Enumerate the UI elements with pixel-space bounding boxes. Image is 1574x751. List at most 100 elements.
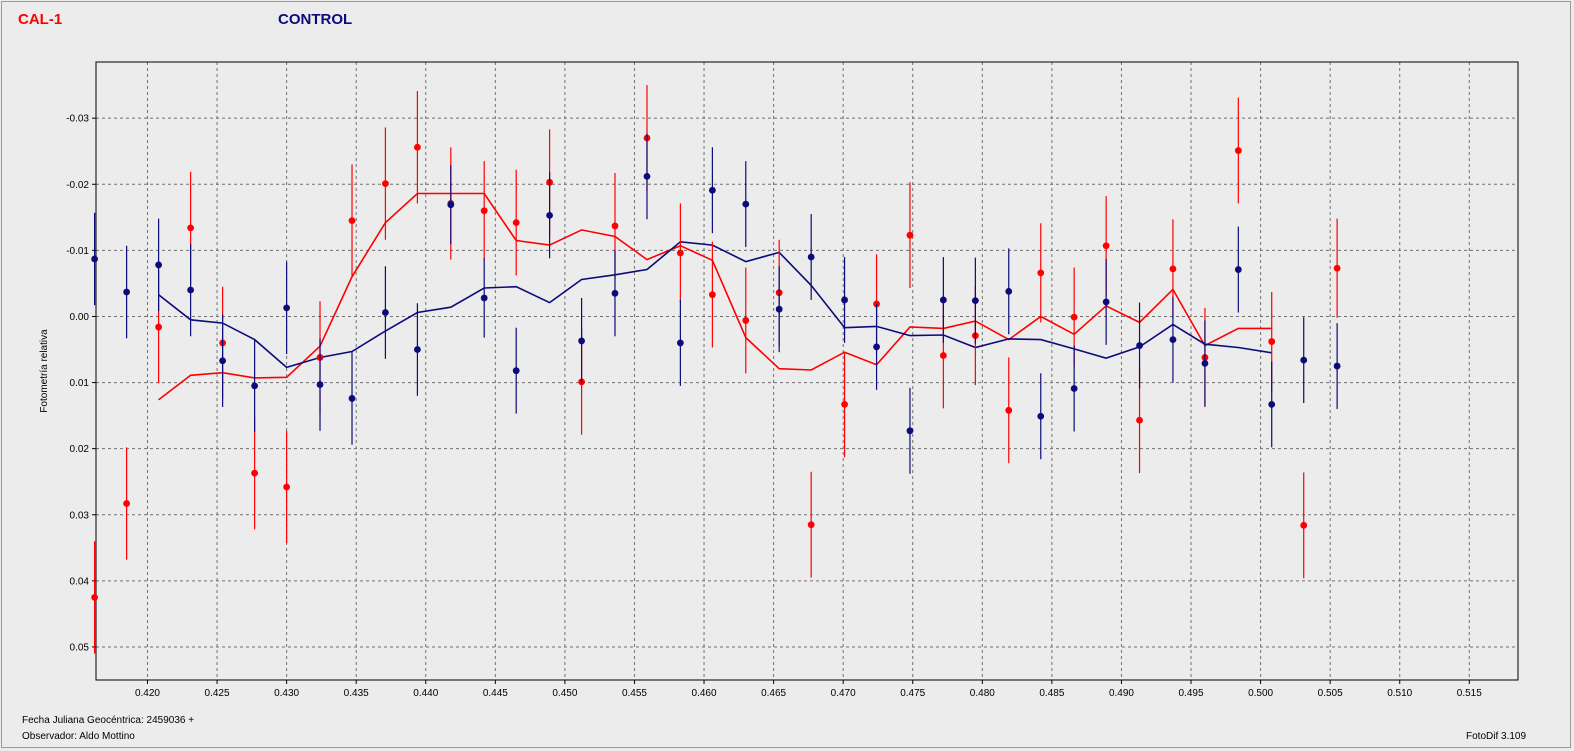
control-data-point <box>480 294 488 302</box>
cal-data-point <box>382 180 389 188</box>
cal-data-point <box>91 593 99 601</box>
control-data-point <box>1070 385 1078 392</box>
control-data-point <box>348 395 356 402</box>
y-tick-label: 0.04 <box>70 576 90 587</box>
y-tick-label: 0.00 <box>70 312 90 323</box>
legend-control-label: CONTROL <box>278 11 353 28</box>
control-data-point <box>1333 362 1341 370</box>
x-tick-label: 0.425 <box>205 688 230 699</box>
x-tick-label: 0.475 <box>900 688 925 699</box>
control-data-point <box>155 261 163 269</box>
cal-data-point <box>1136 416 1143 424</box>
cal-data-point <box>906 231 914 239</box>
control-data-point <box>1005 287 1013 295</box>
control-data-point <box>841 296 848 304</box>
control-data-point <box>1268 400 1276 408</box>
cal-data-point <box>480 207 488 215</box>
x-tick-label: 0.450 <box>552 688 577 699</box>
control-data-point <box>546 211 553 219</box>
plot-area-border <box>95 61 1519 681</box>
cal-data-point <box>1333 264 1341 272</box>
control-data-point <box>643 172 651 180</box>
footer-observer-label: Observador: Aldo Mottino <box>22 731 135 742</box>
y-tick-label: -0.03 <box>66 114 89 125</box>
x-tick-label: 0.460 <box>692 688 717 699</box>
cal-data-point <box>676 249 684 257</box>
y-tick-label: 0.01 <box>70 378 90 389</box>
cal-trend-line <box>158 192 1272 401</box>
cal-data-point <box>841 400 848 408</box>
cal-data-point <box>1037 269 1045 277</box>
control-data-point <box>219 357 227 365</box>
grid-lines <box>96 62 1518 680</box>
control-data-point <box>676 339 684 347</box>
x-tick-label: 0.500 <box>1248 688 1273 699</box>
x-tick-label: 0.510 <box>1387 688 1412 699</box>
x-tick-label: 0.445 <box>483 688 508 699</box>
control-data-point <box>775 305 783 313</box>
x-tick-label: 0.490 <box>1109 688 1134 699</box>
control-data-point <box>91 255 99 263</box>
cal-data-point <box>939 352 947 359</box>
cal-data-point <box>251 469 259 477</box>
control-data-point <box>939 296 947 304</box>
x-tick-label: 0.455 <box>622 688 647 699</box>
x-tick-label: 0.505 <box>1318 688 1343 699</box>
footer-date-label: Fecha Juliana Geocéntrica: 2459036 + <box>22 715 195 726</box>
control-data-point <box>414 346 421 353</box>
y-tick-label: 0.03 <box>70 510 90 521</box>
cal-data-point <box>1268 338 1276 345</box>
cal-data-point <box>187 224 195 232</box>
cal-data-point <box>1169 265 1177 273</box>
control-data-point <box>1234 266 1242 273</box>
cal-data-point <box>155 323 163 331</box>
control-data-point <box>251 382 259 390</box>
cal-data-point <box>123 500 131 507</box>
control-data-point <box>578 337 585 345</box>
x-tick-label: 0.435 <box>344 688 369 699</box>
control-data-point <box>1300 356 1308 364</box>
series-lines <box>158 192 1272 401</box>
x-tick-label: 0.465 <box>761 688 786 699</box>
control-data-point <box>382 309 389 316</box>
x-tick-label: 0.420 <box>135 688 160 699</box>
cal-data-point <box>611 222 619 230</box>
control-data-point <box>123 288 131 296</box>
control-data-point <box>807 253 815 261</box>
y-tick-label: 0.02 <box>70 444 90 455</box>
x-tick-label: 0.470 <box>831 688 856 699</box>
cal-data-point <box>1070 313 1078 321</box>
x-tick-label: 0.430 <box>274 688 299 699</box>
control-data-point <box>1136 342 1143 349</box>
cal-data-point <box>414 143 421 151</box>
cal-data-point <box>512 219 520 227</box>
control-data-point <box>906 427 914 435</box>
y-tick-label: -0.01 <box>66 246 89 257</box>
y-axis-label: Fotometría relativa <box>39 329 50 413</box>
control-data-point <box>742 200 750 208</box>
x-tick-label: 0.515 <box>1457 688 1482 699</box>
cal-data-point <box>1102 242 1110 250</box>
x-tick-label: 0.485 <box>1039 688 1064 699</box>
cal-data-point <box>807 521 815 529</box>
control-data-point <box>873 343 880 351</box>
footer-version-label: FotoDif 3.109 <box>1466 731 1527 742</box>
legend-cal-label: CAL-1 <box>18 11 63 28</box>
cal-data-point <box>708 291 716 299</box>
control-data-point <box>1169 336 1177 344</box>
series-points <box>91 85 1341 654</box>
control-data-point <box>971 297 979 305</box>
control-data-point <box>708 186 716 194</box>
control-data-point <box>283 304 291 312</box>
control-data-point <box>611 289 619 297</box>
x-tick-label: 0.495 <box>1179 688 1204 699</box>
cal-data-point <box>1005 406 1013 414</box>
x-tick-label: 0.480 <box>970 688 995 699</box>
control-data-point <box>316 381 324 388</box>
control-data-point <box>512 367 520 375</box>
control-data-point <box>1201 359 1209 367</box>
y-tick-label: -0.02 <box>66 180 89 191</box>
control-data-point <box>187 286 195 294</box>
